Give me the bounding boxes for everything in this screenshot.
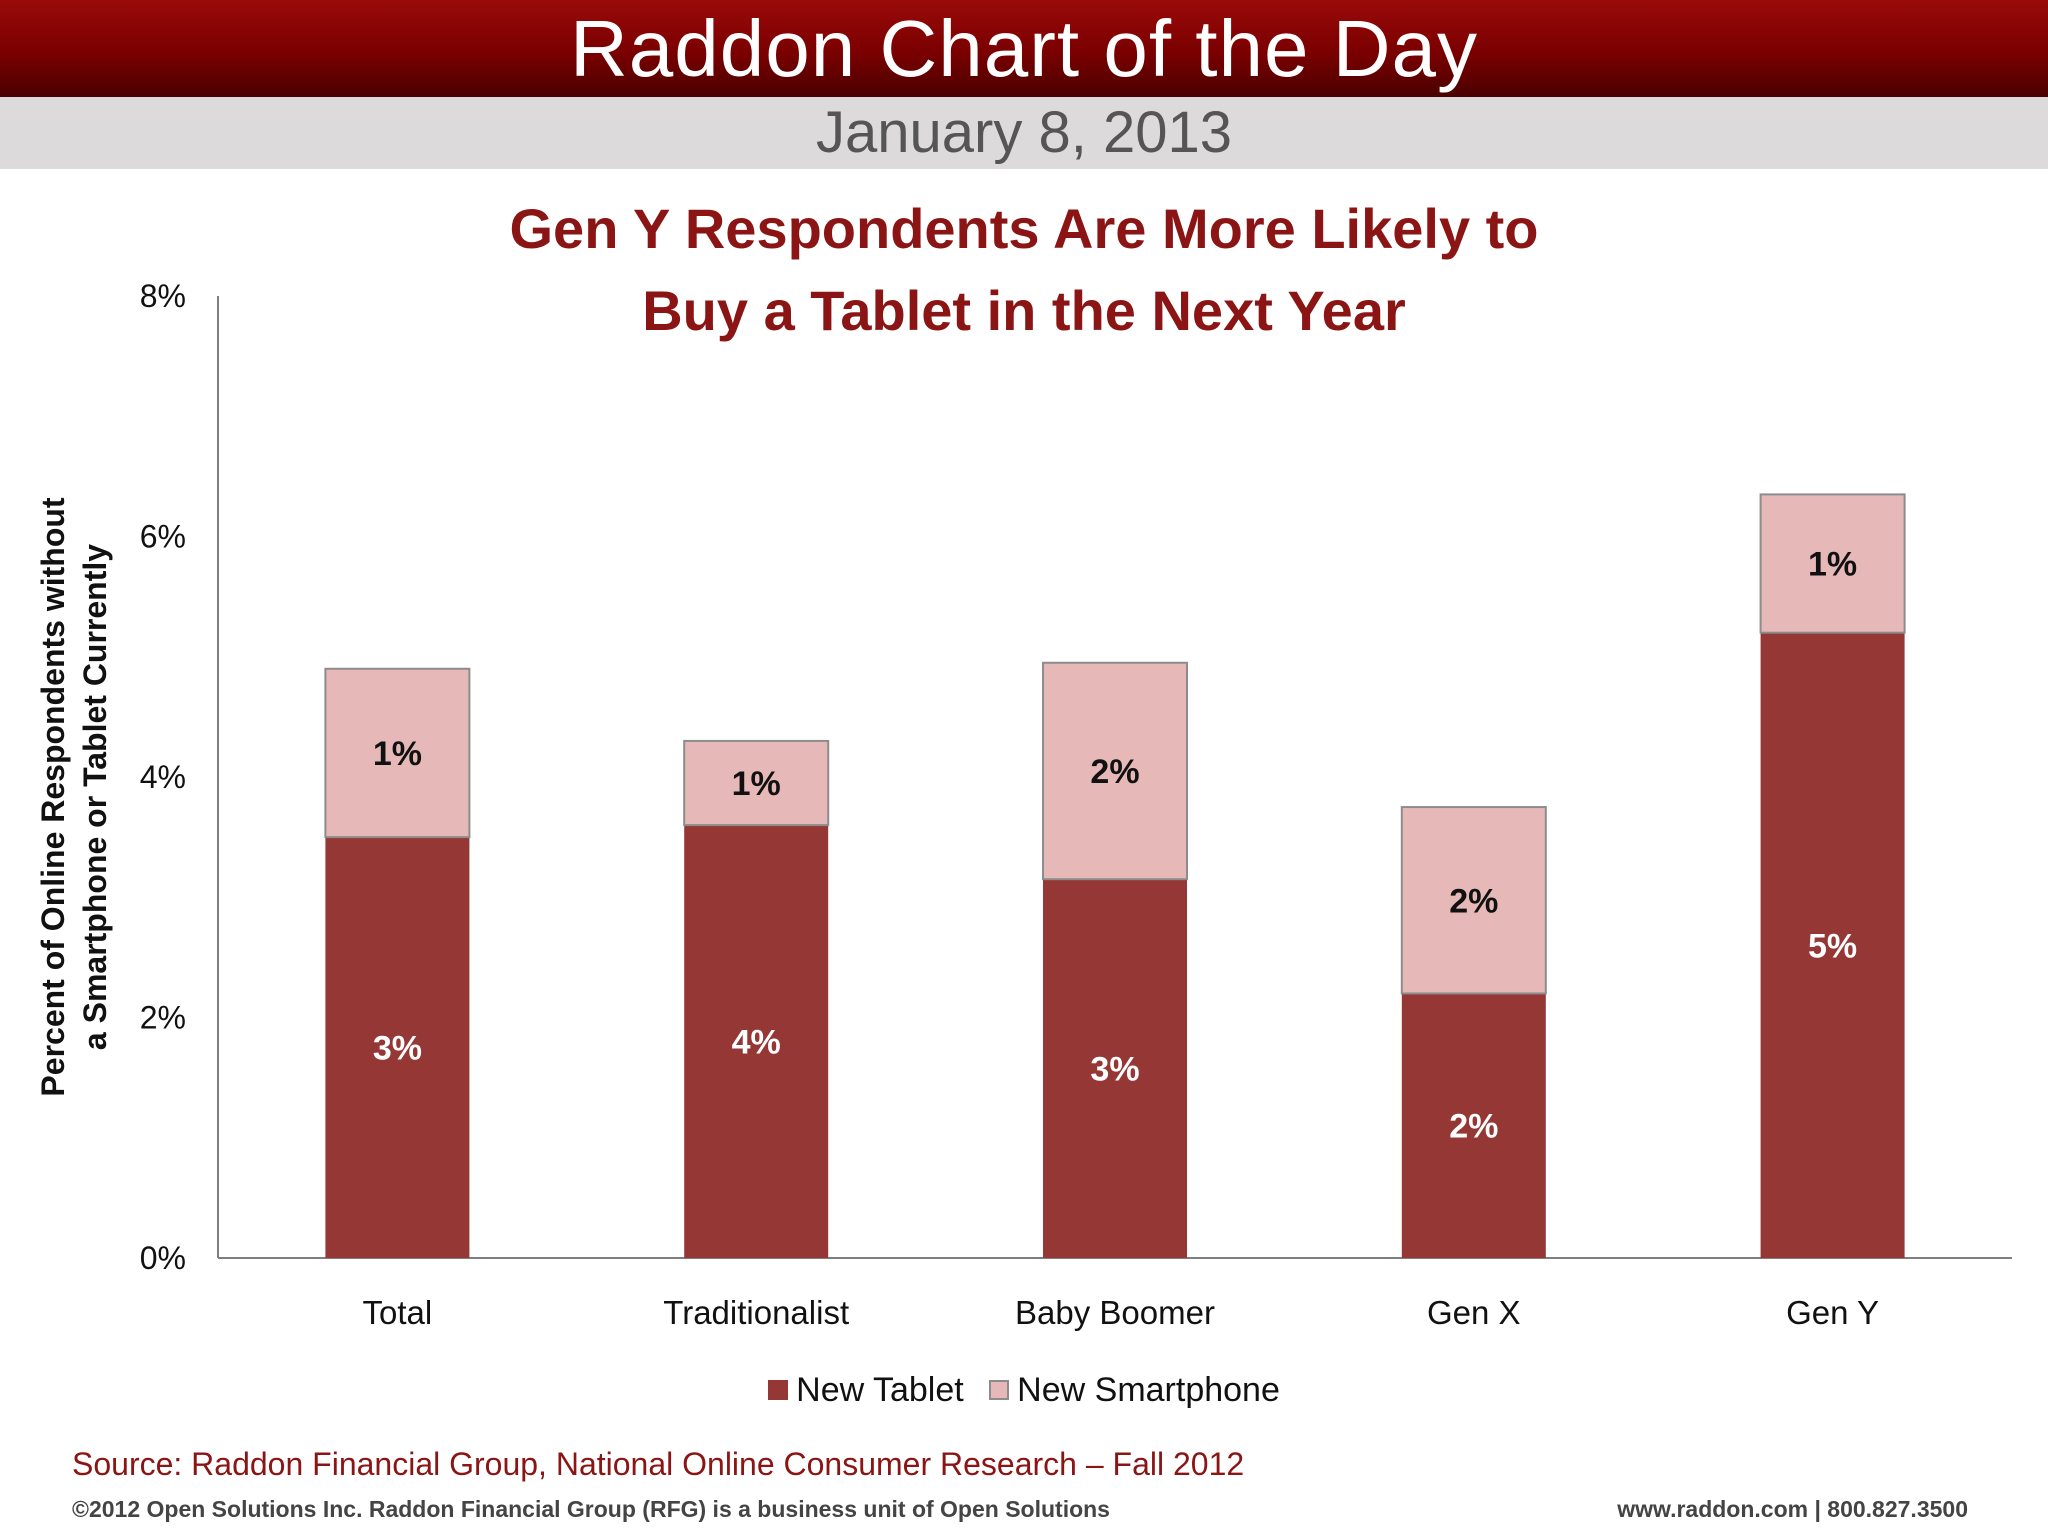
chart-title: Gen Y Respondents Are More Likely to Buy… (0, 188, 2048, 352)
data-label: 2% (1449, 1108, 1498, 1146)
bar-new-smartphone (324, 667, 471, 839)
y-axis-title-line: Percent of Online Respondents without (35, 497, 71, 1096)
y-tick-label: 8% (140, 278, 186, 314)
bar-new-smartphone (1042, 661, 1188, 881)
legend-swatch-new-smartphone (989, 1380, 1010, 1400)
legend-item-new-smartphone: New Smartphone (989, 1371, 1280, 1410)
data-label: 2% (1090, 753, 1139, 791)
bar-new-smartphone (1759, 493, 1906, 634)
data-label: 5% (1808, 927, 1857, 965)
y-tick-label: 6% (140, 519, 186, 555)
source-note: Source: Raddon Financial Group, National… (72, 1446, 1245, 1482)
x-category-label: Traditionalist (663, 1294, 849, 1331)
bar-new-tablet (1760, 632, 1905, 1258)
y-axis-title-line: a Smartphone or Tablet Currently (77, 544, 113, 1050)
data-label: 4% (732, 1024, 781, 1062)
bar-new-tablet (684, 825, 829, 1258)
chart-legend: New Tablet New Smartphone (0, 1370, 2048, 1410)
header-title: Raddon Chart of the Day (570, 4, 1478, 93)
bar-new-smartphone (683, 739, 830, 827)
bar-new-tablet (1401, 993, 1546, 1258)
data-label: 3% (1090, 1051, 1139, 1089)
legend-swatch-new-tablet (768, 1380, 789, 1400)
header-date: January 8, 2013 (816, 100, 1232, 165)
data-label: 1% (373, 735, 422, 773)
legend-label-new-tablet: New Tablet (796, 1370, 964, 1409)
chart-title-line-2: Buy a Tablet in the Next Year (642, 279, 1406, 342)
footer-copyright: ©2012 Open Solutions Inc. Raddon Financi… (72, 1496, 1110, 1522)
y-tick-label: 2% (140, 1000, 186, 1036)
header-banner: Raddon Chart of the Day (0, 0, 2048, 97)
legend-label-new-smartphone: New Smartphone (1017, 1370, 1280, 1409)
bar-new-tablet (325, 837, 470, 1258)
data-label: 3% (373, 1030, 422, 1068)
x-category-label: Gen X (1427, 1294, 1521, 1331)
footer-contact: www.raddon.com | 800.827.3500 (1617, 1496, 1968, 1522)
y-tick-label: 0% (140, 1240, 186, 1276)
legend-item-new-tablet: New Tablet (768, 1371, 964, 1410)
bar-new-smartphone (1400, 806, 1547, 995)
data-label: 2% (1449, 882, 1498, 920)
x-category-label: Baby Boomer (1015, 1294, 1215, 1331)
data-label: 1% (1808, 546, 1857, 584)
x-category-label: Total (363, 1294, 433, 1331)
date-band: January 8, 2013 (0, 97, 2048, 169)
bar-new-tablet (1043, 879, 1187, 1258)
data-label: 1% (732, 765, 781, 803)
y-tick-label: 4% (140, 759, 186, 795)
chart-title-line-1: Gen Y Respondents Are More Likely to (509, 197, 1539, 260)
x-category-label: Gen Y (1786, 1294, 1879, 1331)
